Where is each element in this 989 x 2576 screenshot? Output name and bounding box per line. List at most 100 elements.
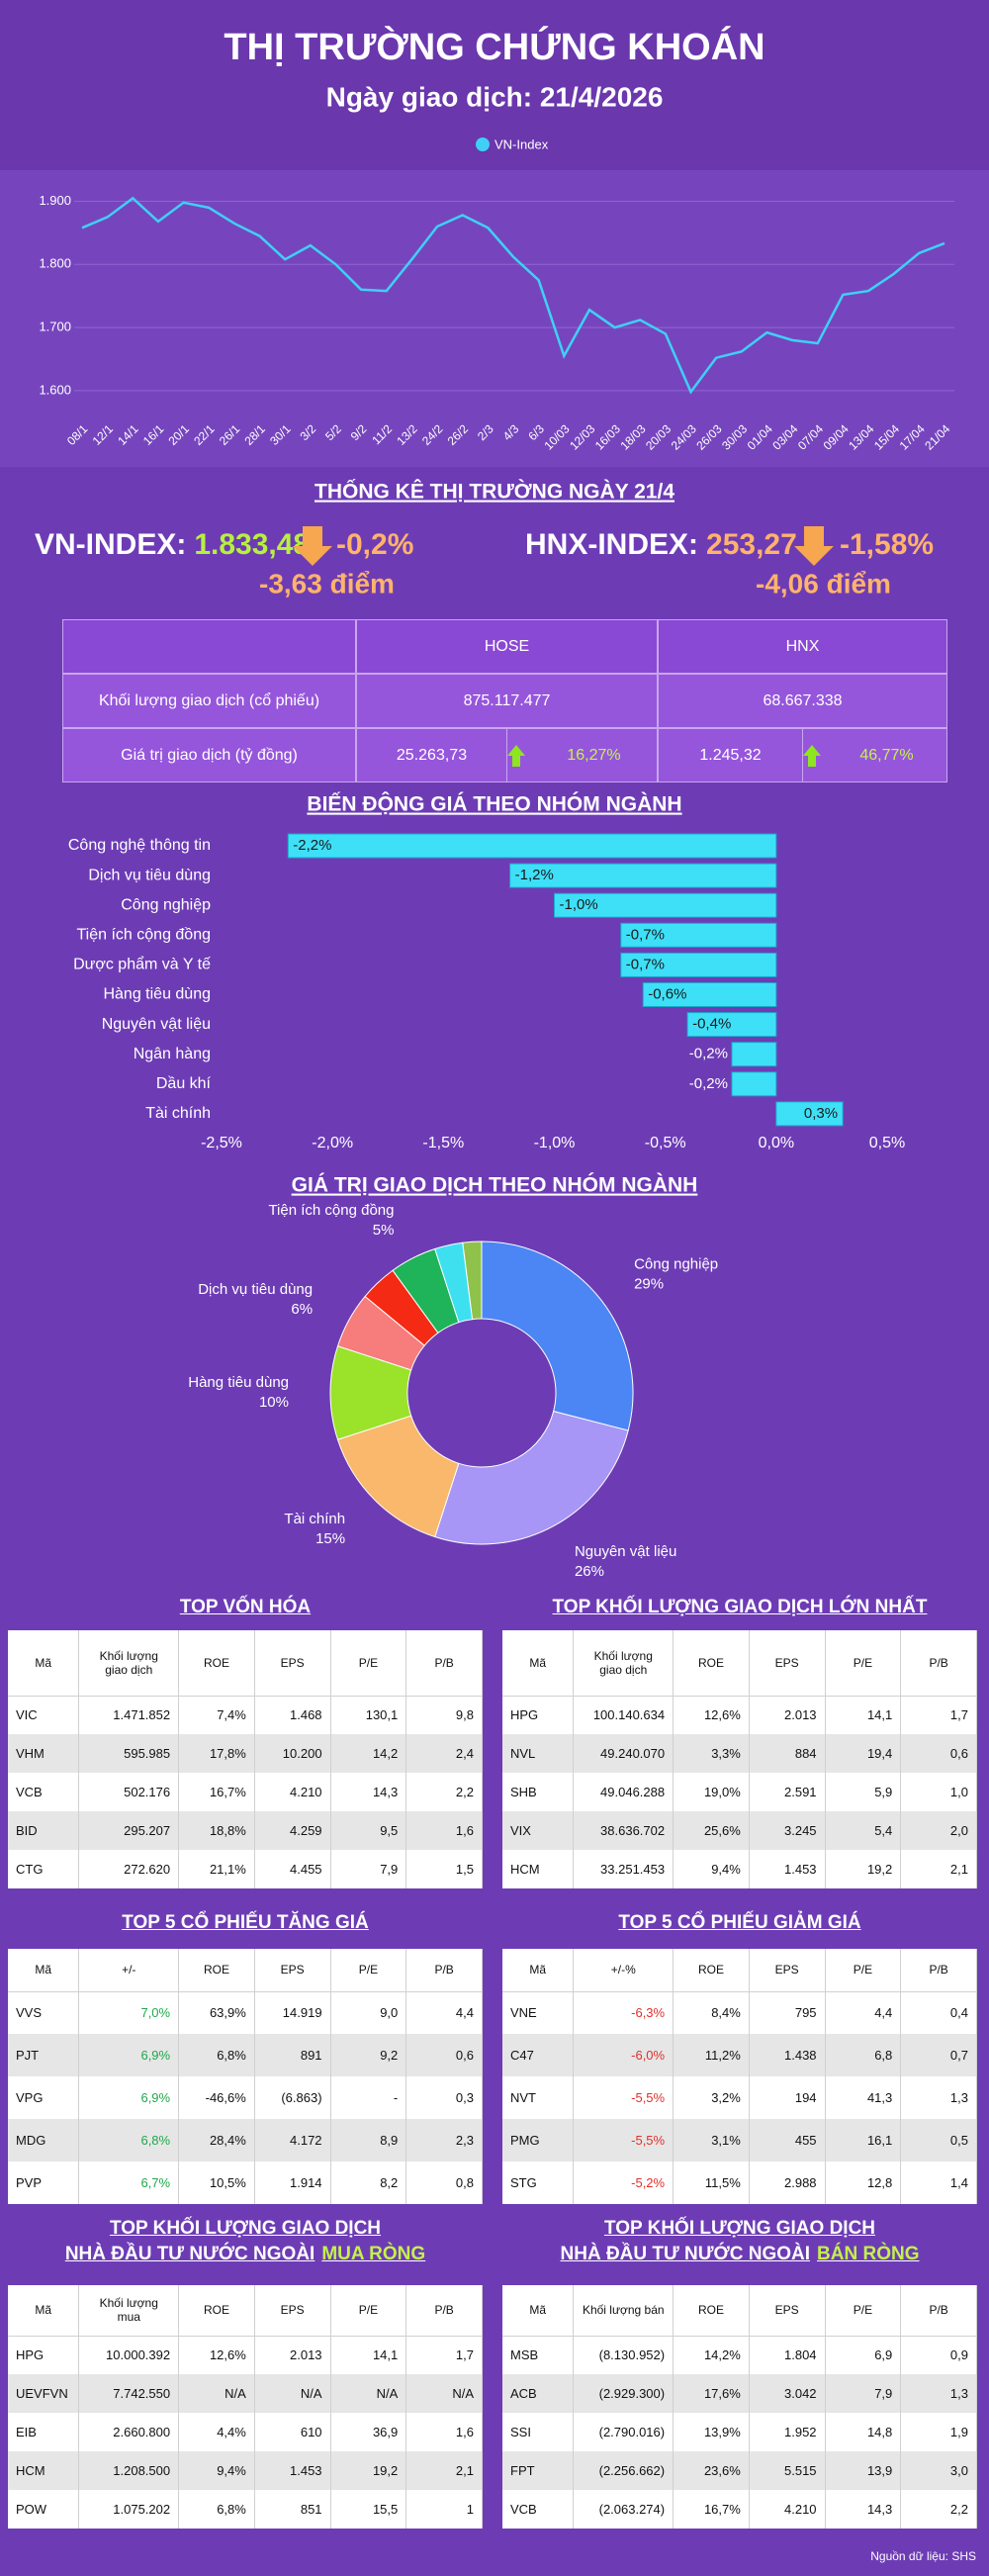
x-tick-label: 17/04	[897, 421, 928, 452]
cell: VCB	[502, 2490, 575, 2529]
slice-label: Công nghiệp	[634, 1255, 718, 1272]
cell: 2,2	[405, 1773, 483, 1811]
cell-change: 46,77%	[802, 729, 946, 782]
cell: ACB	[502, 2374, 575, 2413]
cell: 4.172	[254, 2119, 331, 2162]
cell: 6,9%	[78, 2076, 180, 2119]
page-subtitle: Ngày giao dịch: 21/4/2026	[326, 81, 664, 112]
value-label: -0,6%	[648, 985, 686, 1002]
cell: (8.130.952)	[573, 2336, 674, 2374]
cell: 13,9	[825, 2451, 902, 2490]
cell: 49.240.070	[573, 1734, 674, 1773]
line	[81, 196, 945, 395]
category-label: Hàng tiêu dùng	[103, 986, 211, 1003]
cell: 4,4%	[178, 2413, 255, 2451]
table-title: TOP KHỐI LƯỢNG GIAO DỊCH NHÀ ĐẦU TƯ NƯỚC …	[502, 2216, 977, 2267]
cell: 502.176	[78, 1773, 180, 1811]
x-tick-label: 4/3	[500, 421, 522, 443]
title-line: TOP KHỐI LƯỢNG GIAO DỊCH	[603, 2218, 876, 2239]
cell: 3,3%	[673, 1734, 750, 1773]
x-tick-label: 3/2	[297, 421, 318, 443]
cell: 8,2	[330, 2162, 407, 2204]
cell: -6,0%	[573, 2034, 674, 2076]
legend-marker	[476, 138, 490, 151]
slice-value: 26%	[575, 1563, 604, 1580]
cell: -46,6%	[178, 2076, 255, 2119]
row: HPG 100.140.634 12,6% 2.013 14,1 1,7	[502, 1696, 977, 1734]
row: HCM 33.251.453 9,4% 1.453 19,2 2,1	[502, 1850, 977, 1888]
cell: 14,1	[825, 1696, 902, 1734]
row: NVT -5,5% 3,2% 194 41,3 1,3	[502, 2076, 977, 2119]
category-label: Ngân hàng	[134, 1046, 211, 1062]
table-title: TOP VỐN HÓA	[8, 1595, 483, 1620]
cell: (6.863)	[254, 2076, 331, 2119]
row: NVL 49.240.070 3,3% 884 19,4 0,6	[502, 1734, 977, 1773]
slice-label: Nguyên vật liệu	[575, 1543, 676, 1560]
row: PMG -5,5% 3,1% 455 16,1 0,5	[502, 2119, 977, 2162]
value-label: -2,2%	[293, 837, 331, 854]
market-table: HOSE HNX Khối lượng giao dịch (cổ phiếu)…	[62, 619, 947, 782]
x-tick-label: 13/04	[846, 421, 876, 452]
x-tick-label: -0,5%	[645, 1135, 686, 1151]
title-highlight: BÁN RÒNG	[817, 2244, 920, 2264]
row: EIB 2.660.800 4,4% 610 36,9 1,6	[8, 2413, 483, 2451]
cell: 18,8%	[178, 1811, 255, 1850]
header-cell: Mã	[502, 2285, 575, 2337]
category-label: Dược phẩm và Y tế	[73, 956, 211, 973]
cell: 3.245	[749, 1811, 826, 1850]
index-value: 253,27	[706, 528, 797, 561]
header-cell: +/-	[78, 1949, 180, 1992]
cell: 1,6	[405, 1811, 483, 1850]
cell: 16,7%	[178, 1773, 255, 1811]
cell: VNE	[502, 1991, 575, 2034]
x-tick-label: 20/1	[166, 421, 193, 448]
header-cell: EPS	[254, 1949, 331, 1992]
cell: 1,7	[405, 2336, 483, 2374]
cell: 0,7	[900, 2034, 977, 2076]
header-cell: P/B	[900, 1630, 977, 1697]
x-tick-label: 15/04	[871, 421, 902, 452]
x-tick-label: 0,5%	[869, 1135, 905, 1151]
x-tick-label: 30/1	[267, 421, 294, 448]
x-tick-label: 16/03	[592, 421, 623, 452]
cell: (2.063.274)	[573, 2490, 674, 2529]
index-points: -4,06 điểm	[756, 568, 891, 598]
cell: 6,8%	[78, 2119, 180, 2162]
row-label: Khối lượng giao dịch (cổ phiếu)	[62, 674, 356, 728]
header-cell: P/B	[405, 2285, 483, 2337]
cell: 68.667.338	[658, 674, 947, 728]
header-cell: Mã	[8, 1630, 80, 1697]
header-cell: ROE	[673, 2285, 750, 2337]
bar	[686, 1012, 777, 1038]
header-row: Mã Khối lượng giao dịch ROE EPS P/E P/B	[8, 1630, 483, 1697]
x-tick-label: -1,5%	[422, 1135, 464, 1151]
data-table: Mã Khối lượng giao dịch ROE EPS P/E P/B HPG 100…	[502, 1630, 977, 1888]
section-title: THỐNG KÊ THỊ TRƯỜNG NGÀY 21/4	[315, 480, 674, 504]
table-title: TOP KHỐI LƯỢNG GIAO DỊCH NHÀ ĐẦU TƯ NƯỚC …	[8, 2216, 483, 2267]
header-cell: EPS	[749, 1949, 826, 1992]
x-tick-label: 21/04	[922, 421, 952, 452]
header-cell: Mã	[502, 1630, 575, 1697]
header-cell: P/E	[330, 1949, 407, 1992]
index-name: VN-INDEX:	[35, 528, 186, 561]
row-label: Giá trị giao dịch (tỷ đồng)	[62, 728, 356, 782]
cell: 11,5%	[673, 2162, 750, 2204]
cell: 1,4	[900, 2162, 977, 2204]
cell-change: 16,27%	[506, 729, 657, 782]
x-tick-label: 14/1	[115, 421, 141, 448]
header-cell: P/E	[825, 2285, 902, 2337]
row: VCB (2.063.274) 16,7% 4.210 14,3 2,2	[502, 2490, 977, 2529]
cell: 1.952	[749, 2413, 826, 2451]
cell: 15,5	[330, 2490, 407, 2529]
header-cell: Mã	[8, 1949, 80, 1992]
x-tick-label: 08/1	[64, 421, 91, 448]
x-tick-label: -2,0%	[312, 1135, 353, 1151]
category-label: Nguyên vật liệu	[102, 1016, 211, 1033]
header-cell: P/B	[900, 2285, 977, 2337]
row: HPG 10.000.392 12,6% 2.013 14,1 1,7	[8, 2336, 483, 2374]
header-band	[0, 0, 989, 170]
cell: PMG	[502, 2119, 575, 2162]
cell: 12,6%	[178, 2336, 255, 2374]
cell: -	[330, 2076, 407, 2119]
row: SHB 49.046.288 19,0% 2.591 5,9 1,0	[502, 1773, 977, 1811]
